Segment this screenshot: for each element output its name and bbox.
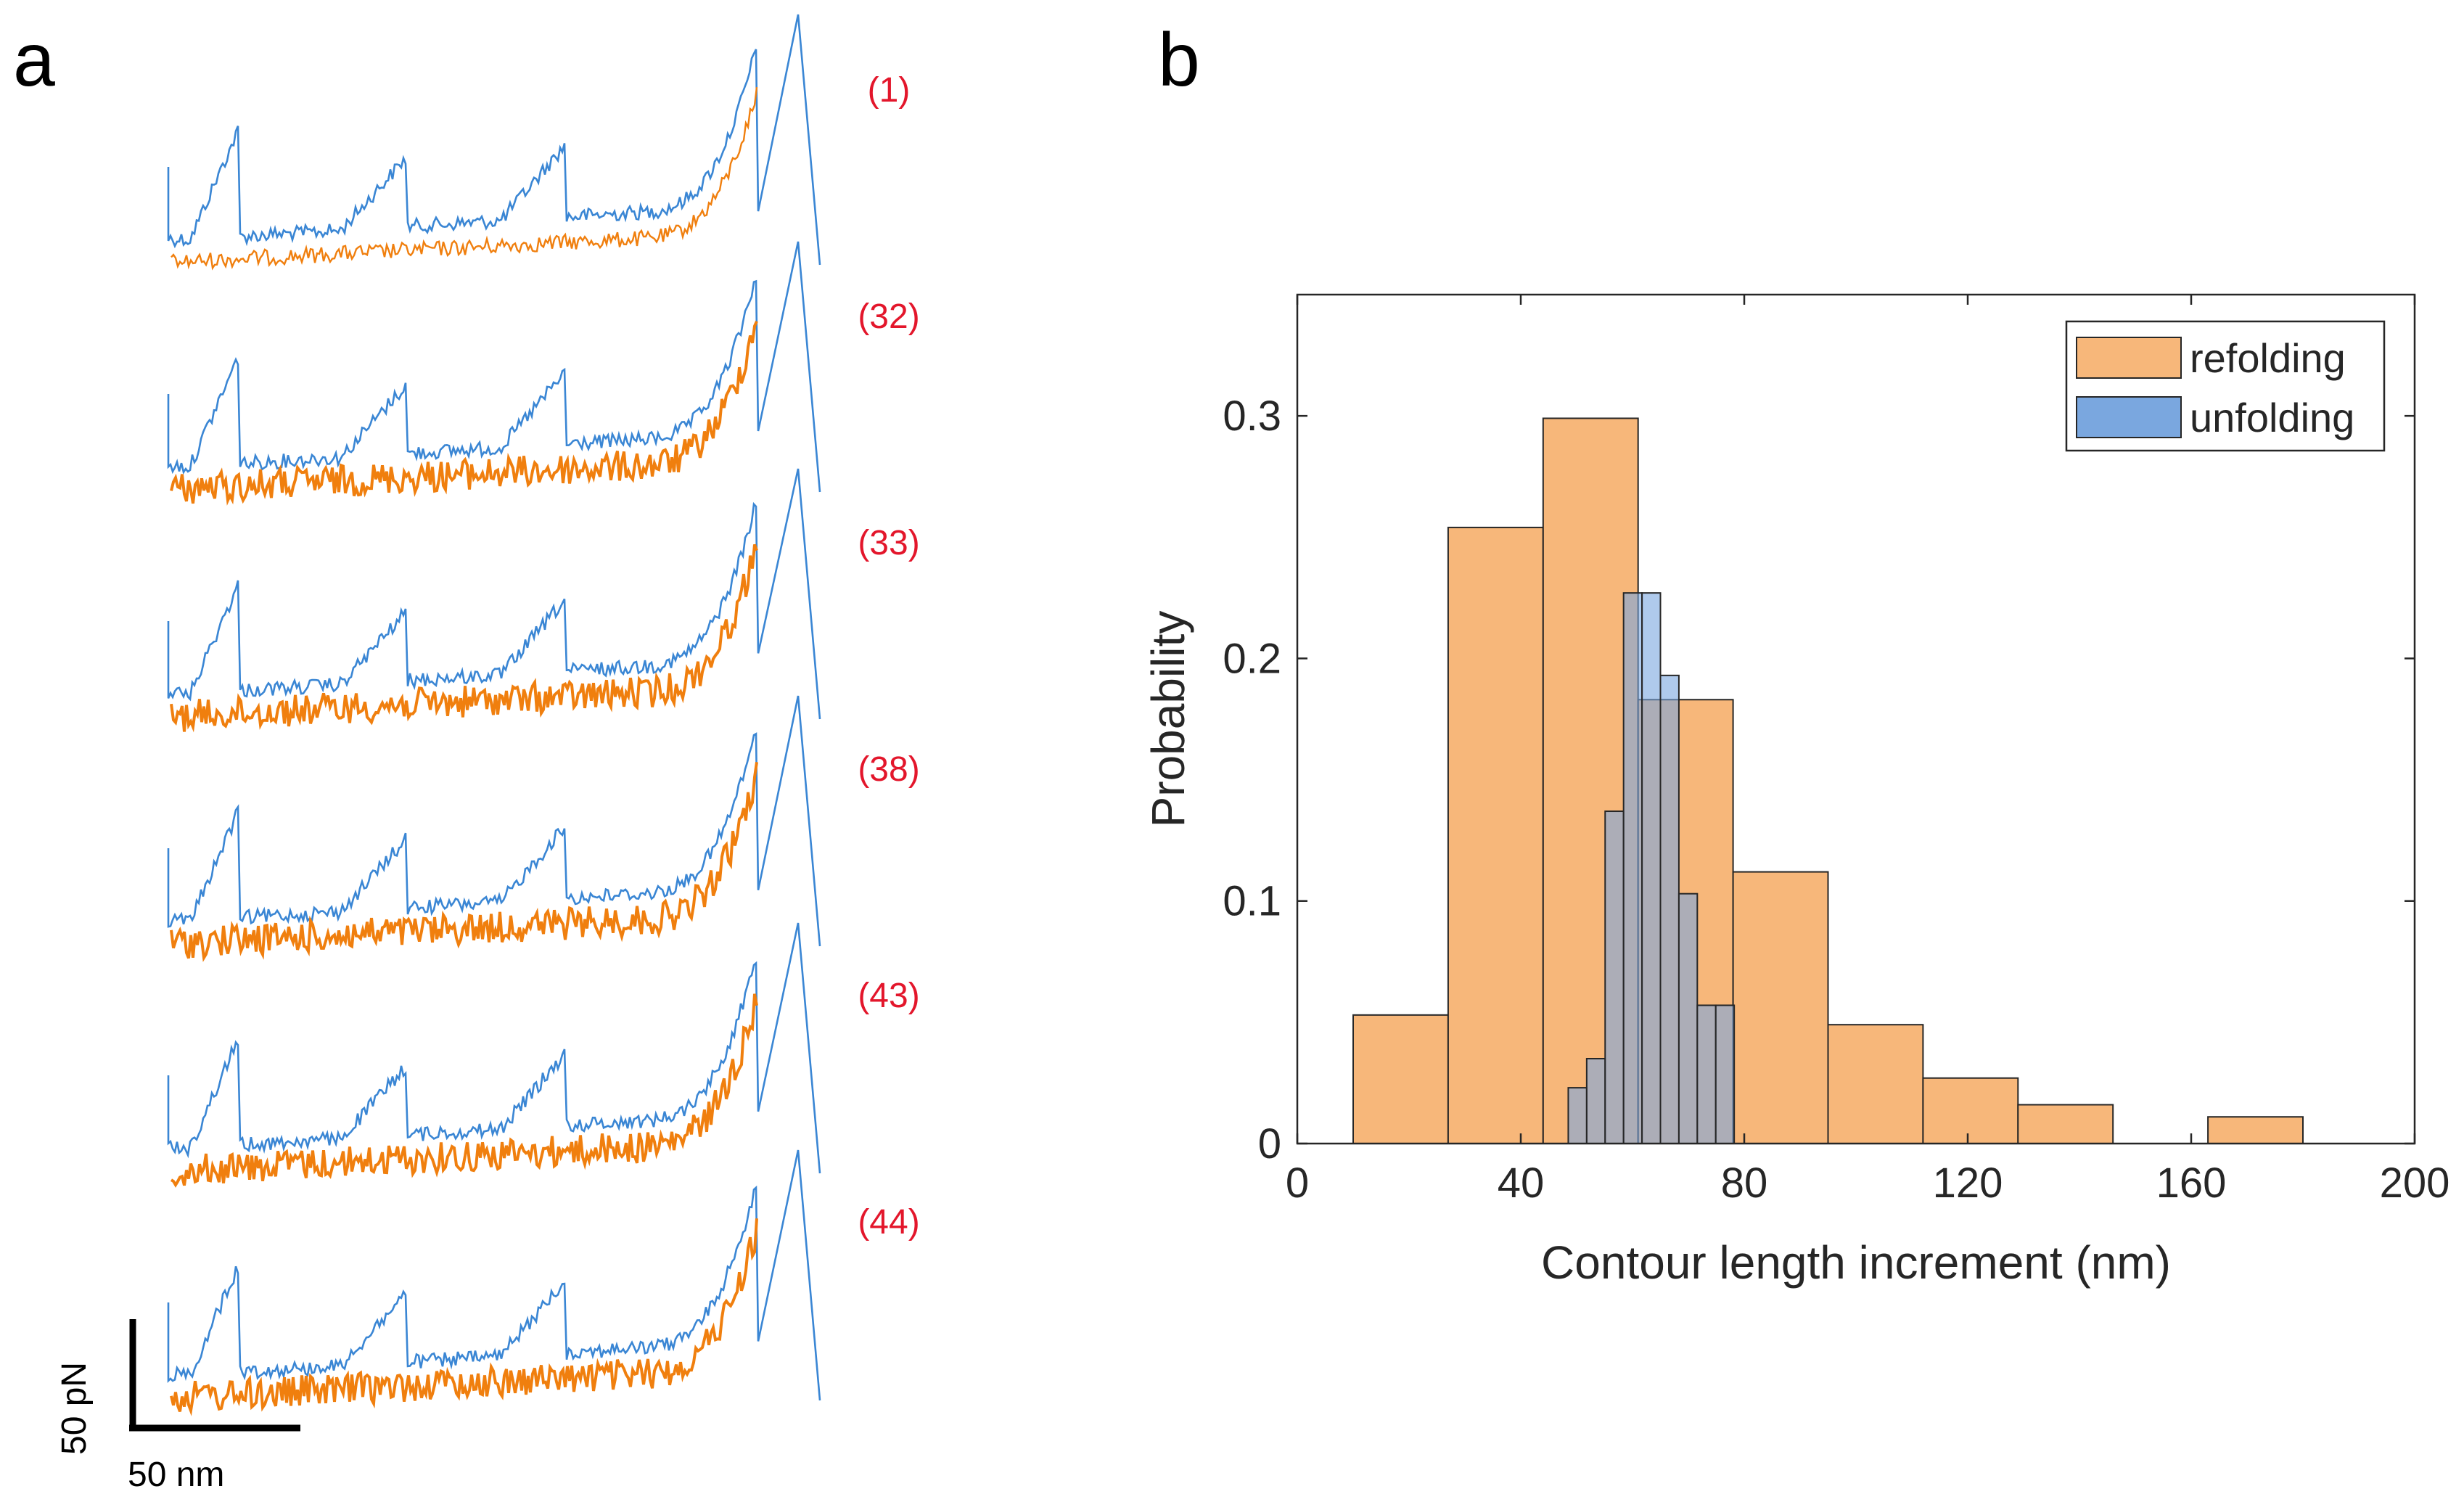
- legend: refolding unfolding: [2065, 320, 2386, 452]
- unfolding-trace: [167, 695, 821, 947]
- trace-label: (1): [868, 71, 911, 110]
- legend-label-refolding: refolding: [2190, 335, 2346, 381]
- refolding-trace: [170, 543, 758, 733]
- histogram-bar-unfolding-2: [1604, 810, 1625, 1144]
- histogram-bar-unfolding-4: [1641, 592, 1662, 1144]
- refolding-trace: [171, 86, 758, 271]
- histogram-bar-unfolding-6: [1677, 892, 1699, 1144]
- unfolding-trace: [167, 922, 821, 1174]
- histogram-bar-refolding-6: [1922, 1077, 2019, 1144]
- legend-label-unfolding: unfolding: [2190, 395, 2354, 440]
- trace-label: (44): [858, 1203, 919, 1242]
- panel-a-label: a: [13, 18, 55, 102]
- trace-labels: (1) (32) (33) (38) (43) (44): [858, 71, 919, 1242]
- x-axis-ticks: 0 40 80 120 160 200: [1286, 295, 2450, 1207]
- histogram-bar-refolding-1: [1447, 526, 1544, 1144]
- histogram-bar-refolding-4: [1732, 871, 1829, 1144]
- unfolding-trace: [167, 241, 821, 493]
- refolding-trace: [170, 320, 758, 506]
- y-tick-label: 0.3: [1223, 393, 1281, 440]
- trace-label: (43): [858, 977, 919, 1015]
- legend-swatch-refolding: [2076, 337, 2182, 379]
- histogram-bars: [1352, 417, 2304, 1145]
- y-axis-ticks: 0 0.1 0.2 0.3: [1223, 393, 2415, 1167]
- x-tick-label: 120: [1933, 1160, 2003, 1207]
- x-tick-label: 0: [1286, 1160, 1309, 1207]
- panel-b: b 0 40 80 120 160 200 0 0.1 0.2 0.3 Contour leng…: [1142, 18, 2449, 1289]
- y-tick-label: 0: [1258, 1120, 1281, 1167]
- scale-bar-length-label: 50 nm: [128, 1456, 224, 1494]
- refolding-trace: [170, 993, 758, 1188]
- unfolding-trace: [167, 468, 821, 720]
- x-tick-label: 200: [2380, 1160, 2450, 1207]
- histogram-bar-unfolding-3: [1622, 592, 1643, 1144]
- scale-bar: 50 pN 50 nm: [55, 1319, 300, 1494]
- panel-a: a (1) (32) (33) (38) (43) (44) 50 pN 50 nm: [13, 14, 920, 1494]
- x-tick-label: 40: [1498, 1160, 1545, 1207]
- scale-bar-force-label: 50 pN: [55, 1362, 94, 1455]
- plot-frame: [1296, 293, 2416, 1145]
- force-extension-traces: [167, 14, 821, 1416]
- trace-label: (32): [858, 297, 919, 336]
- panel-b-label: b: [1158, 18, 1200, 102]
- histogram-bar-unfolding-7: [1696, 1004, 1717, 1145]
- histogram-bar-refolding-9: [2207, 1116, 2304, 1144]
- histogram-bar-refolding-7: [2017, 1104, 2114, 1144]
- refolding-trace: [170, 1218, 758, 1416]
- unfolding-trace: [167, 14, 821, 266]
- legend-swatch-unfolding: [2076, 396, 2182, 438]
- histogram-bar-refolding-0: [1352, 1014, 1449, 1145]
- histogram-bar-unfolding-5: [1659, 674, 1680, 1144]
- y-tick-label: 0.1: [1223, 878, 1281, 925]
- trace-label: (33): [858, 524, 919, 562]
- refolding-trace: [170, 762, 758, 962]
- x-axis-label: Contour length increment (nm): [1541, 1236, 2171, 1289]
- y-axis-label: Probability: [1142, 611, 1194, 828]
- histogram-bar-refolding-5: [1827, 1024, 1924, 1144]
- x-tick-label: 80: [1721, 1160, 1768, 1207]
- histogram-bar-unfolding-1: [1585, 1058, 1606, 1144]
- unfolding-trace: [167, 1149, 821, 1401]
- x-tick-label: 160: [2156, 1160, 2227, 1207]
- histogram-bar-unfolding-0: [1567, 1087, 1588, 1144]
- y-tick-label: 0.2: [1223, 635, 1281, 682]
- trace-label: (38): [858, 750, 919, 789]
- histogram-bar-unfolding-8: [1714, 1004, 1736, 1145]
